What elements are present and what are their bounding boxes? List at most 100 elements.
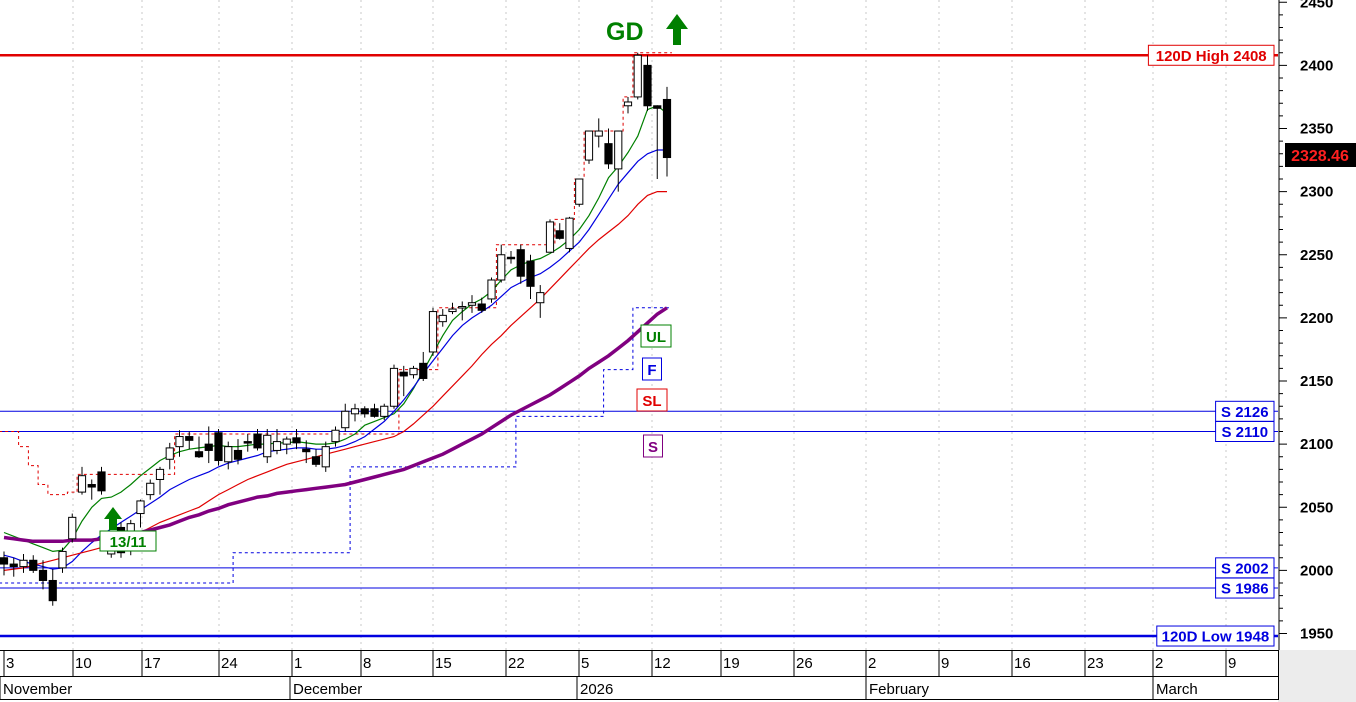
candle-body (272, 441, 282, 451)
candle-body (214, 432, 223, 462)
level-labels: 120D High 2408 S 2126 S 2110 S 2002 S 1986 12… (1147, 44, 1275, 647)
candle-body (380, 405, 389, 417)
candle-body (614, 130, 623, 170)
candle-body (389, 367, 399, 407)
signal-label: GD (606, 18, 644, 46)
candle-body (253, 433, 262, 449)
candle-body (467, 302, 477, 306)
candle-body (409, 367, 418, 376)
level-label: S 2002 (1221, 560, 1269, 577)
x-tick-label: 3 (6, 655, 14, 672)
candle-body (428, 311, 438, 353)
candle-body (87, 484, 96, 488)
candle-body (623, 101, 633, 107)
level-label: S 2110 (1221, 424, 1268, 441)
candle-body (194, 451, 204, 458)
candle-body (526, 260, 535, 287)
candle-body (419, 362, 428, 379)
x-tick-label: 10 (75, 655, 92, 672)
candle-body (19, 559, 28, 568)
candle-body (487, 279, 496, 300)
candle-body (331, 429, 340, 443)
candle-body (97, 471, 106, 492)
annotations: GD 13/11 2328.46 (99, 14, 1356, 552)
indicator-label-box (636, 388, 668, 412)
y-tick-label: 2050 (1300, 499, 1333, 516)
candle-body (477, 303, 486, 311)
candle-body (633, 54, 642, 98)
x-tick-label: 22 (508, 655, 525, 672)
candle-body (584, 130, 594, 161)
candle-body (292, 437, 301, 444)
indicator-label: UL (646, 329, 666, 346)
indicator-label-box (642, 357, 662, 381)
x-tick-label: 16 (1014, 655, 1031, 672)
buy-marker-box (99, 530, 157, 552)
x-tick-label: 8 (363, 655, 371, 672)
candle-body (321, 446, 330, 468)
candle-body (350, 408, 360, 415)
buy-arrow-icon (104, 507, 122, 530)
candle-body (48, 579, 57, 602)
x-tick-label: 9 (941, 655, 949, 672)
candle-body (58, 550, 67, 569)
x-tick-label: 9 (1228, 655, 1236, 672)
indicator-label: SL (642, 393, 661, 410)
candle-body (204, 443, 213, 451)
candle-body (555, 230, 564, 239)
candle-body (77, 475, 87, 493)
candle-body (233, 449, 243, 460)
x-tick-label: 19 (723, 655, 740, 672)
candle-body (0, 557, 9, 565)
candle-body (662, 98, 672, 159)
x-month-label: December (293, 681, 362, 698)
y-tick-label: 2300 (1300, 184, 1333, 201)
candle-body (370, 408, 379, 417)
candle-body (516, 249, 525, 277)
candle-body (29, 559, 38, 571)
candle-body (565, 217, 574, 249)
y-axis: 1950 2000 2050 2100 2150 2200 2250 2300 2350 2400… (1278, 0, 1333, 650)
candle-body (506, 256, 516, 260)
indicator-label-box (640, 324, 672, 348)
y-tick-label: 2250 (1300, 247, 1333, 264)
candles (0, 52, 672, 606)
last-price-label: 2328.46 (1291, 148, 1349, 165)
candle-body (604, 143, 613, 165)
level-label: 120D High 2408 (1156, 48, 1267, 65)
candle-body (341, 410, 350, 429)
x-tick-label: 24 (221, 655, 238, 672)
x-tick-label: 2 (868, 655, 876, 672)
indicator-label: F (647, 362, 656, 379)
y-tick-label: 2200 (1300, 310, 1333, 327)
candle-body (175, 436, 184, 448)
level-label-box (1215, 421, 1275, 442)
x-tick-label: 23 (1087, 655, 1104, 672)
stop-upper-line (0, 52, 672, 496)
candle-body (224, 446, 233, 463)
level-label: S 1986 (1221, 581, 1269, 598)
y-tick-label: 2350 (1300, 121, 1333, 138)
indicator-label: S (648, 439, 658, 456)
plot-area (0, 0, 1278, 650)
candle-body (497, 254, 506, 281)
candle-body (243, 441, 252, 444)
stop-lines (0, 52, 672, 584)
y-tick-label: 2450 (1300, 0, 1333, 11)
candle-body (311, 456, 321, 465)
x-tick-label: 12 (654, 655, 671, 672)
candle-body (38, 569, 48, 581)
candle-body (155, 468, 165, 480)
x-month-label: March (1156, 681, 1198, 698)
level-label: 120D Low 1948 (1162, 629, 1270, 646)
candle-body (575, 178, 584, 205)
x-tick-label: 5 (581, 655, 589, 672)
candle-body (185, 436, 194, 441)
signal-arrow-icon (666, 14, 688, 45)
x-tick-label: 26 (796, 655, 813, 672)
y-tick-label: 2400 (1300, 57, 1333, 74)
x-tick-label: 15 (435, 655, 452, 672)
indicator-label-box (643, 434, 663, 458)
candle-body (536, 292, 545, 304)
y-tick-label: 2150 (1300, 373, 1333, 390)
